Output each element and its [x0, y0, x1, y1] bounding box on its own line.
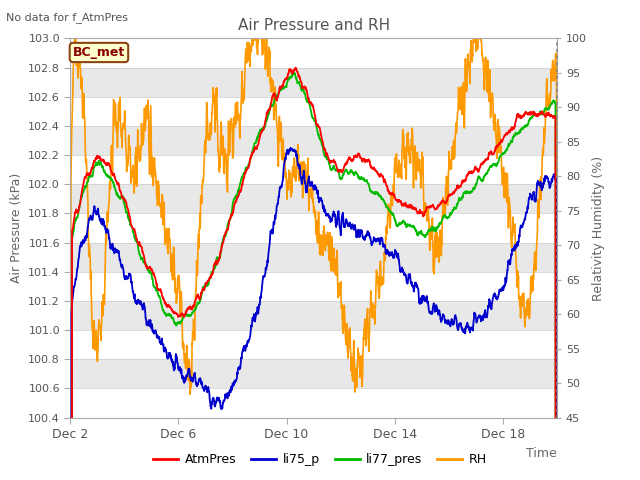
Bar: [70, 97, 557, 126]
Bar: [70, 68, 557, 97]
Text: No data for f_AtmPres: No data for f_AtmPres: [6, 12, 129, 23]
Bar: [70, 155, 557, 184]
Bar: [70, 359, 557, 388]
Bar: [70, 184, 557, 214]
Bar: [70, 272, 557, 301]
Bar: [70, 330, 557, 359]
Title: Air Pressure and RH: Air Pressure and RH: [237, 18, 390, 33]
Bar: [70, 242, 557, 272]
X-axis label: Time: Time: [526, 446, 557, 459]
Text: BC_met: BC_met: [73, 46, 125, 59]
Bar: [70, 388, 557, 418]
Bar: [70, 126, 557, 155]
Legend: AtmPres, li75_p, li77_pres, RH: AtmPres, li75_p, li77_pres, RH: [148, 448, 492, 471]
Bar: [70, 214, 557, 242]
Y-axis label: Relativity Humidity (%): Relativity Humidity (%): [593, 156, 605, 300]
Y-axis label: Air Pressure (kPa): Air Pressure (kPa): [10, 173, 22, 283]
Bar: [70, 38, 557, 68]
Bar: [70, 301, 557, 330]
